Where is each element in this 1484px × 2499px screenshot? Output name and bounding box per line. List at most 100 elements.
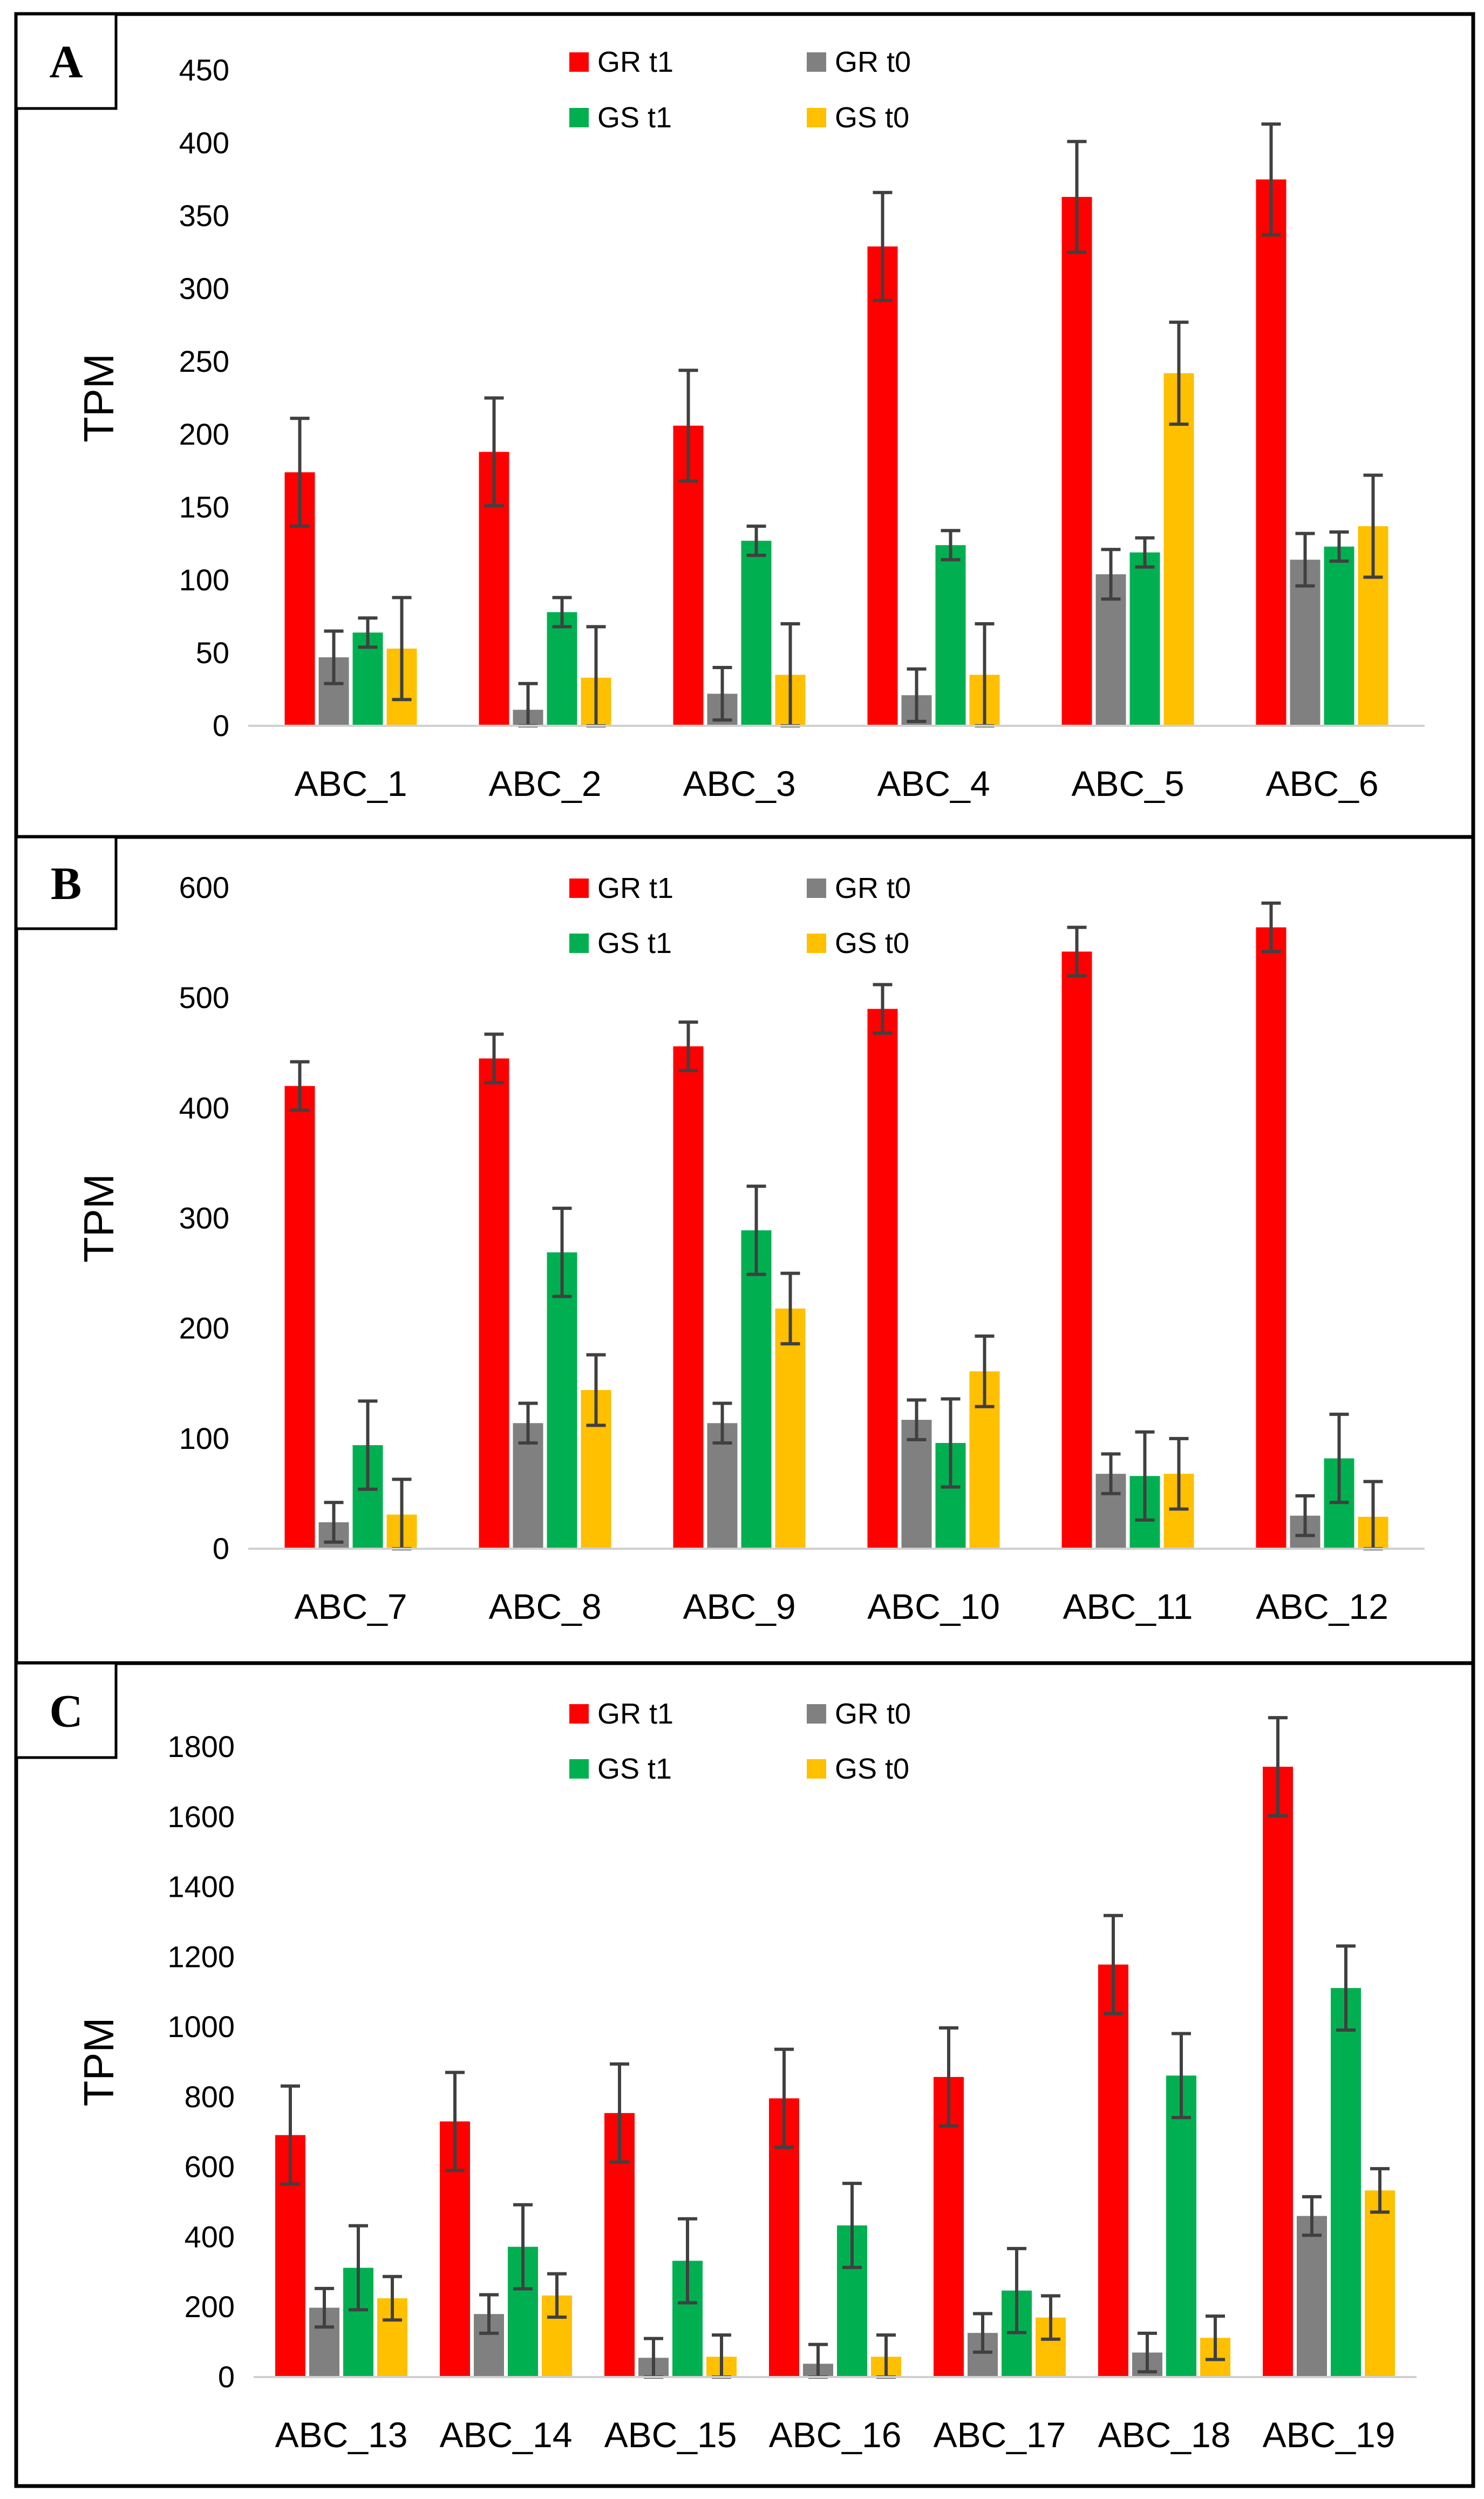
error-bar [842, 2182, 862, 2269]
panel-B: B 0 100 200 300 400 500 600 TPM ABC_7 ABC_8 ABC_9 AB… [14, 835, 1475, 1665]
error-bar [1172, 2032, 1191, 2120]
error-bar [552, 1207, 572, 1298]
bar-gr-t1-abc_12 [1256, 927, 1286, 1549]
error-bar [479, 2293, 499, 2335]
error-bar [873, 983, 893, 1035]
error-bar [324, 1501, 344, 1544]
x-tick-label: ABC_1 [294, 764, 407, 804]
error-bar [547, 2272, 567, 2319]
y-tick-label: 1400 [167, 1870, 235, 1904]
x-tick-label: ABC_5 [1071, 764, 1184, 804]
y-tick-label: 300 [179, 1201, 229, 1235]
panel-label: A [49, 36, 83, 88]
error-bar [746, 525, 766, 557]
error-bar [383, 2275, 402, 2322]
legend-label: GR t1 [597, 872, 673, 904]
error-bar [1135, 536, 1155, 569]
y-tick-label: 400 [179, 1091, 229, 1125]
bar-gs-t0-abc_5 [1163, 373, 1194, 726]
y-tick-label: 400 [185, 2219, 235, 2253]
panel-A: A 0 50 100 150 200 250 300 350 400 450 TPM ABC_1 ABC_… [14, 12, 1475, 839]
error-bar [392, 596, 412, 702]
x-tick-label: ABC_9 [683, 1586, 795, 1626]
bar-gr-t0-abc_19 [1297, 2216, 1327, 2377]
panel-label-box [15, 12, 118, 110]
error-bar [1370, 2167, 1390, 2214]
error-bar [1302, 2195, 1322, 2237]
bar-gs-t1-abc_9 [741, 1230, 772, 1549]
error-bar [1041, 2294, 1060, 2341]
error-bar [678, 369, 698, 483]
y-tick-label: 200 [179, 417, 229, 451]
error-bar [552, 596, 572, 629]
y-tick-label: 0 [213, 709, 229, 743]
legend-item: GS t1 [569, 101, 672, 134]
y-tick-label: 1600 [167, 1800, 235, 1834]
bar-gs-t1-abc_18 [1166, 2075, 1196, 2377]
error-bar [1101, 548, 1121, 601]
error-bar [939, 2026, 958, 2128]
panel-label: B [51, 857, 81, 909]
y-tick-label: 1200 [167, 1939, 235, 1973]
bar-gr-t1-abc_10 [867, 1009, 898, 1549]
error-bar [1261, 122, 1281, 237]
bar-gs-t1-abc_5 [1129, 552, 1160, 726]
x-tick-label: ABC_6 [1265, 764, 1378, 804]
bar-gs-t0-abc_19 [1365, 2190, 1395, 2377]
error-bar [290, 417, 310, 528]
bar-gs-t1-abc_8 [547, 1252, 577, 1549]
legend-item: GS t1 [569, 927, 672, 959]
legend-label: GR t1 [597, 1698, 673, 1730]
panel-label: C [49, 1685, 83, 1737]
legend-swatch [807, 52, 826, 72]
error-bar [1363, 473, 1383, 579]
bar-gr-t1-abc_18 [1098, 1964, 1128, 2377]
y-tick-label: 1800 [167, 1729, 235, 1763]
y-tick-label: 800 [185, 2080, 235, 2114]
legend-swatch [569, 934, 589, 953]
error-bar [586, 1353, 606, 1427]
legend-item: GR t0 [807, 872, 911, 904]
error-bar [484, 396, 504, 508]
panel-label-box [15, 1662, 118, 1759]
legend-label: GR t0 [835, 46, 911, 78]
x-tick-label: ABC_15 [604, 2415, 737, 2455]
legend-label: GS t0 [835, 101, 909, 134]
y-tick-label: 1000 [167, 2010, 235, 2044]
panels: A 0 50 100 150 200 250 300 350 400 450 TPM ABC_1 ABC_… [14, 12, 1475, 2488]
y-tick-label: 400 [179, 126, 229, 160]
error-bar [1135, 1430, 1155, 1522]
legend-label: GR t0 [835, 872, 911, 904]
bar-gr-t1-abc_19 [1263, 1766, 1293, 2377]
y-tick-label: 250 [179, 344, 229, 378]
error-bar [324, 629, 344, 685]
error-bar [1268, 1716, 1288, 1817]
panel-label-box [15, 835, 118, 930]
error-bar [1007, 2246, 1026, 2334]
legend-swatch [807, 1759, 826, 1779]
y-tick-label: 50 [196, 636, 229, 670]
error-bar [678, 1020, 698, 1072]
error-bar [780, 1271, 800, 1346]
bar-gr-t1-abc_6 [1256, 179, 1286, 726]
legend: GR t1 GR t0 GS t1 GS t0 [569, 46, 911, 134]
legend-item: GR t1 [569, 1698, 673, 1730]
legend-label: GR t0 [835, 1698, 911, 1730]
legend-swatch [807, 1704, 826, 1724]
legend-swatch [569, 1704, 589, 1724]
error-bar [907, 667, 927, 723]
error-bar [290, 1060, 310, 1112]
legend: GR t1 GR t0 GS t1 GS t0 [569, 1698, 911, 1785]
x-tick-label: ABC_17 [934, 2415, 1066, 2455]
x-tick-label: ABC_14 [440, 2415, 573, 2455]
panel-C: C 0 200 400 600 800 1000 1200 1400 1600 1800 TPM ABC… [14, 1661, 1475, 2488]
y-tick-label: 0 [213, 1531, 229, 1565]
y-tick-label: 200 [179, 1311, 229, 1345]
legend-label: GS t1 [597, 927, 672, 959]
x-tick-label: ABC_3 [683, 764, 795, 804]
x-tick-label: ABC_8 [488, 1586, 601, 1626]
legend-swatch [807, 934, 826, 953]
legend: GR t1 GR t0 GS t1 GS t0 [569, 872, 911, 959]
panel-frame [14, 1661, 1475, 2488]
